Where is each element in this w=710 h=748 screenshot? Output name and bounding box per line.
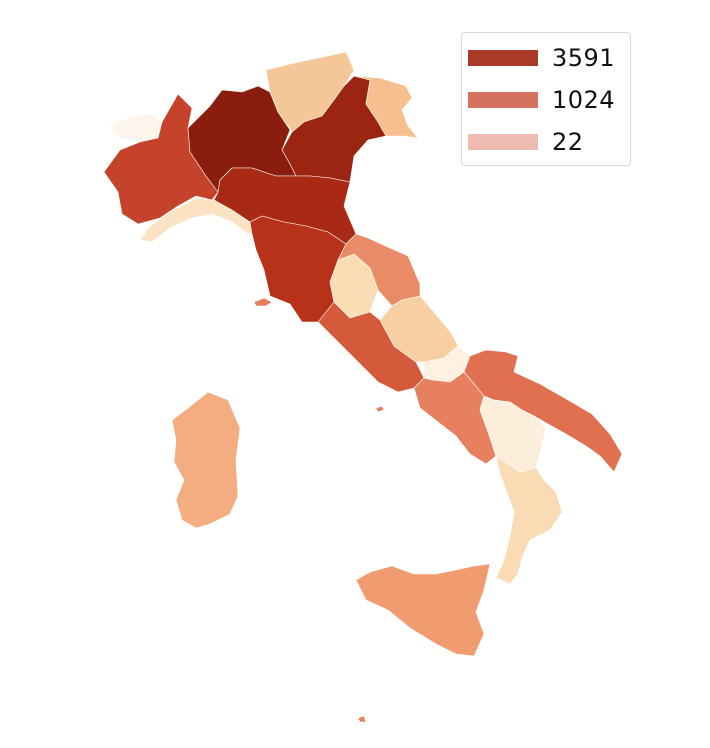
region-basilicata <box>479 395 547 473</box>
legend-label: 22 <box>552 128 584 156</box>
legend-entry: 22 <box>468 127 584 157</box>
region-valle-d-aosta <box>109 113 163 143</box>
island-elba <box>253 297 273 307</box>
legend-swatch <box>468 92 538 108</box>
region-sicilia <box>355 563 491 657</box>
legend-label: 3591 <box>552 44 616 72</box>
region-abruzzo <box>379 295 459 363</box>
island-small-tyrrhenian <box>375 405 385 413</box>
legend-entry: 3591 <box>468 43 615 73</box>
map-legend: 3591 1024 22 <box>461 32 631 166</box>
region-calabria <box>495 455 563 585</box>
island-small-south <box>357 715 367 723</box>
region-friuli-venezia-giulia <box>353 75 419 139</box>
legend-label: 1024 <box>552 86 616 114</box>
region-sardegna <box>171 391 241 529</box>
legend-entry: 1024 <box>468 85 615 115</box>
region-piemonte <box>103 93 219 225</box>
legend-swatch <box>468 134 538 150</box>
region-lazio <box>317 301 425 393</box>
legend-swatch <box>468 50 538 66</box>
